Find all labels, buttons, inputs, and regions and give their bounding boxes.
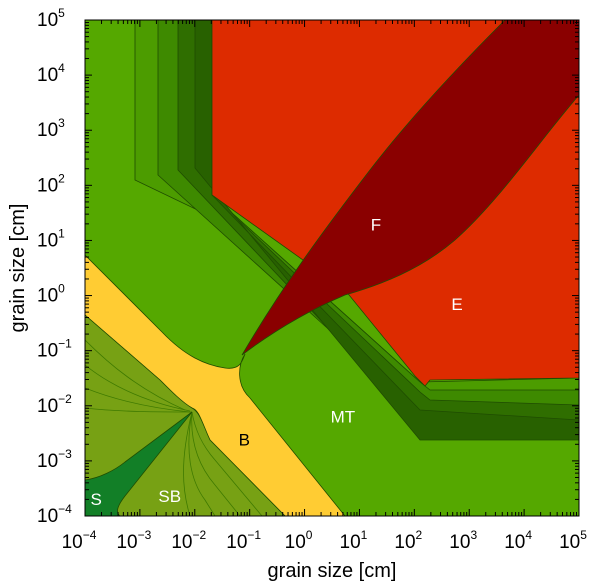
y-tick-label: 100 <box>37 282 65 307</box>
region-labels: S SB B MT F E <box>91 216 463 509</box>
sticking-bouncing-contours <box>85 339 263 516</box>
x-axis-ticks <box>84 20 580 516</box>
x-tick-label: 10−1 <box>226 528 261 553</box>
y-tick-label: 101 <box>37 226 65 251</box>
x-tick-label: 10−2 <box>171 528 206 553</box>
plot-frame <box>84 19 580 517</box>
y-tick-label: 10−3 <box>37 447 72 472</box>
x-tick-label: 105 <box>559 528 587 553</box>
region-label-sb: SB <box>158 487 181 506</box>
region-label-e: E <box>451 295 462 314</box>
y-tick-label: 10−2 <box>37 392 72 417</box>
y-tick-label: 10−1 <box>37 337 72 362</box>
x-tick-label: 100 <box>285 528 313 553</box>
x-tick-label: 104 <box>504 528 532 553</box>
y-axis-label: grain size [cm] <box>7 204 29 333</box>
region-label-f: F <box>371 216 381 235</box>
y-axis-tick-labels: 10−4 10−3 10−2 10−1 100 101 102 103 104 105 <box>37 6 72 527</box>
x-tick-label: 103 <box>449 528 477 553</box>
region-label-s: S <box>91 490 102 509</box>
x-tick-label: 10−4 <box>62 528 97 553</box>
x-tick-label: 10−3 <box>116 528 151 553</box>
x-tick-label: 102 <box>394 528 422 553</box>
plot-area <box>85 20 579 516</box>
y-tick-label: 104 <box>37 61 65 86</box>
region-label-mt: MT <box>331 407 356 426</box>
y-tick-label: 105 <box>37 6 65 31</box>
y-tick-label: 103 <box>37 116 65 141</box>
y-tick-label: 102 <box>37 171 65 196</box>
region-fragmentation <box>241 20 579 356</box>
y-tick-label: 10−4 <box>37 502 72 527</box>
y-axis-ticks <box>85 19 579 517</box>
region-label-b: B <box>239 431 250 450</box>
x-tick-label: 101 <box>340 528 368 553</box>
x-axis-label: grain size [cm] <box>268 560 397 582</box>
x-axis-tick-labels: 10−4 10−3 10−2 10−1 100 101 102 103 104 105 <box>62 528 588 553</box>
